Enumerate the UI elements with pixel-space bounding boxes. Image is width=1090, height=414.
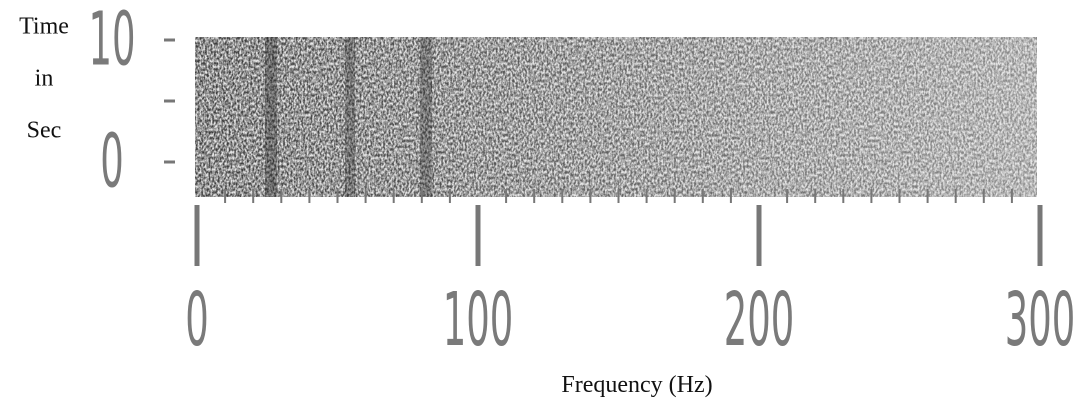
- spectrogram-image: [195, 37, 1037, 197]
- y-tick-label: 10: [88, 0, 135, 82]
- y-axis-title: Time in Sec: [19, 14, 69, 144]
- y-axis-title-line: in: [35, 66, 54, 92]
- x-tick-label: 0: [185, 277, 209, 363]
- y-axis-title-line: Time: [19, 14, 69, 40]
- y-tick-label: 0: [100, 118, 124, 204]
- x-tick-label: 100: [443, 277, 514, 363]
- x-tick-label: 200: [724, 277, 795, 363]
- x-axis-title: Frequency (Hz): [561, 372, 712, 398]
- x-tick-label: 300: [1005, 277, 1076, 363]
- y-axis-title-line: Sec: [27, 118, 62, 144]
